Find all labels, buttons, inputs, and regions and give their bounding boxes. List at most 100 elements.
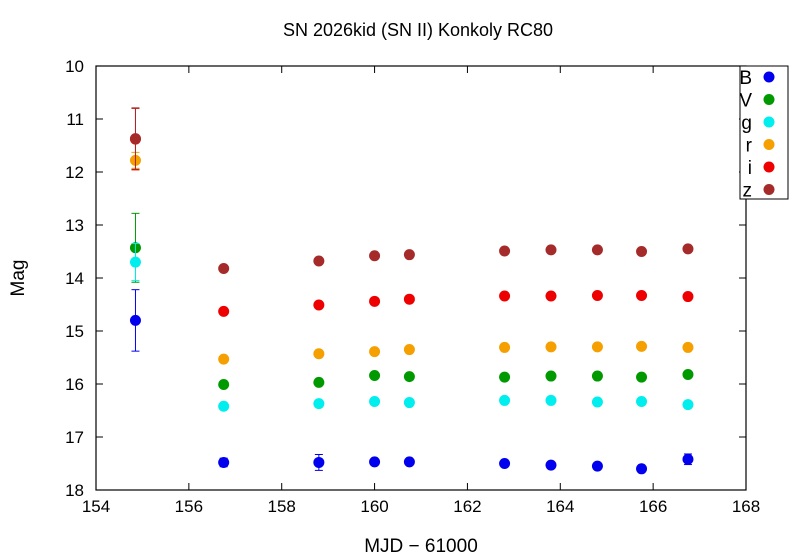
y-axis: 10 11 12 13 14 15 16 17 18 — [65, 57, 746, 500]
data-point-z — [636, 246, 648, 257]
data-point-g — [499, 394, 511, 406]
x-tick-label: 166 — [639, 497, 667, 516]
data-point-r — [369, 346, 381, 358]
y-tick-label: 15 — [65, 322, 84, 341]
data-point-z — [591, 244, 603, 256]
legend-label-B: B — [739, 68, 752, 89]
y-axis-title: Mag — [8, 260, 29, 297]
data-point-B — [369, 456, 381, 468]
data-point-z — [218, 262, 230, 274]
data-point-r — [313, 348, 325, 360]
series-V — [129, 212, 694, 391]
data-point-r — [545, 341, 557, 353]
data-point-V — [499, 371, 511, 383]
data-point-i — [499, 290, 511, 302]
legend-marker-z — [763, 184, 775, 195]
data-point-r — [218, 353, 230, 365]
data-point-V — [403, 371, 415, 383]
data-point-g — [129, 256, 141, 268]
data-point-B — [545, 459, 557, 471]
data-point-B — [313, 456, 325, 468]
series-z — [129, 107, 694, 274]
y-tick-label: 17 — [65, 428, 84, 447]
data-point-r — [636, 340, 648, 352]
x-tick-label: 162 — [453, 497, 481, 516]
series-g — [129, 243, 694, 412]
x-axis-title: MJD − 61000 — [364, 536, 478, 557]
legend-label-z: z — [743, 181, 753, 202]
data-point-z — [313, 255, 325, 267]
data-point-r — [591, 341, 603, 353]
chart-title: SN 2026kid (SN II) Konkoly RC80 — [283, 20, 553, 40]
data-point-V — [682, 368, 694, 380]
data-point-V — [218, 379, 230, 391]
legend-marker-g — [763, 116, 775, 128]
data-point-g — [682, 399, 694, 411]
data-point-z — [682, 243, 694, 255]
data-point-V — [636, 371, 648, 383]
legend-label-i: i — [748, 158, 752, 179]
data-point-z — [369, 250, 381, 262]
y-tick-label: 14 — [65, 269, 84, 288]
x-tick-label: 156 — [175, 497, 203, 516]
data-point-g — [591, 396, 603, 408]
x-tick-label: 160 — [360, 497, 388, 516]
data-point-g — [403, 397, 415, 409]
data-point-g — [313, 398, 325, 410]
data-point-i — [545, 290, 557, 302]
data-point-z — [545, 244, 557, 256]
data-point-g — [636, 395, 648, 407]
y-tick-label: 18 — [65, 481, 84, 500]
data-point-g — [369, 395, 381, 407]
data-point-r — [403, 344, 415, 356]
data-point-B — [218, 456, 230, 468]
y-tick-label: 12 — [65, 163, 84, 182]
x-tick-label: 154 — [82, 497, 110, 516]
legend-label-r: r — [746, 136, 753, 157]
data-point-V — [313, 376, 325, 388]
data-point-V — [369, 370, 381, 382]
x-axis: 154 156 158 160 162 164 166 168 — [82, 66, 760, 516]
data-point-B — [682, 453, 694, 465]
data-point-i — [682, 291, 694, 303]
data-point-V — [545, 370, 557, 382]
data-point-z — [499, 245, 511, 257]
data-point-B — [499, 458, 511, 469]
legend-label-g: g — [741, 113, 752, 134]
data-point-z — [403, 249, 415, 261]
legend-marker-r — [763, 139, 775, 150]
series-B — [129, 289, 694, 475]
legend-label-V: V — [739, 91, 752, 112]
data-point-g — [545, 394, 557, 406]
plot-area — [129, 107, 694, 475]
data-point-B — [636, 463, 648, 475]
legend-marker-i — [763, 161, 775, 173]
data-point-r — [682, 341, 694, 353]
legend-marker-B — [763, 71, 775, 83]
y-tick-label: 13 — [65, 216, 84, 235]
data-point-i — [636, 289, 648, 301]
legend-marker-V — [763, 94, 775, 105]
data-point-B — [129, 314, 141, 326]
legend-box — [739, 65, 789, 200]
data-point-g — [218, 400, 230, 412]
data-point-i — [369, 295, 381, 307]
data-point-i — [591, 289, 603, 301]
data-point-B — [591, 460, 603, 472]
x-tick-label: 164 — [546, 497, 574, 516]
data-point-i — [313, 299, 325, 311]
y-tick-label: 11 — [66, 110, 84, 129]
data-point-i — [218, 305, 230, 317]
x-tick-label: 158 — [268, 497, 296, 516]
x-tick-label: 168 — [732, 497, 760, 516]
data-point-B — [403, 456, 415, 468]
data-point-V — [591, 370, 603, 382]
y-tick-label: 10 — [65, 57, 84, 76]
data-point-r — [499, 341, 511, 353]
y-tick-label: 16 — [65, 375, 84, 394]
data-point-z — [129, 133, 141, 145]
data-point-i — [403, 293, 415, 305]
